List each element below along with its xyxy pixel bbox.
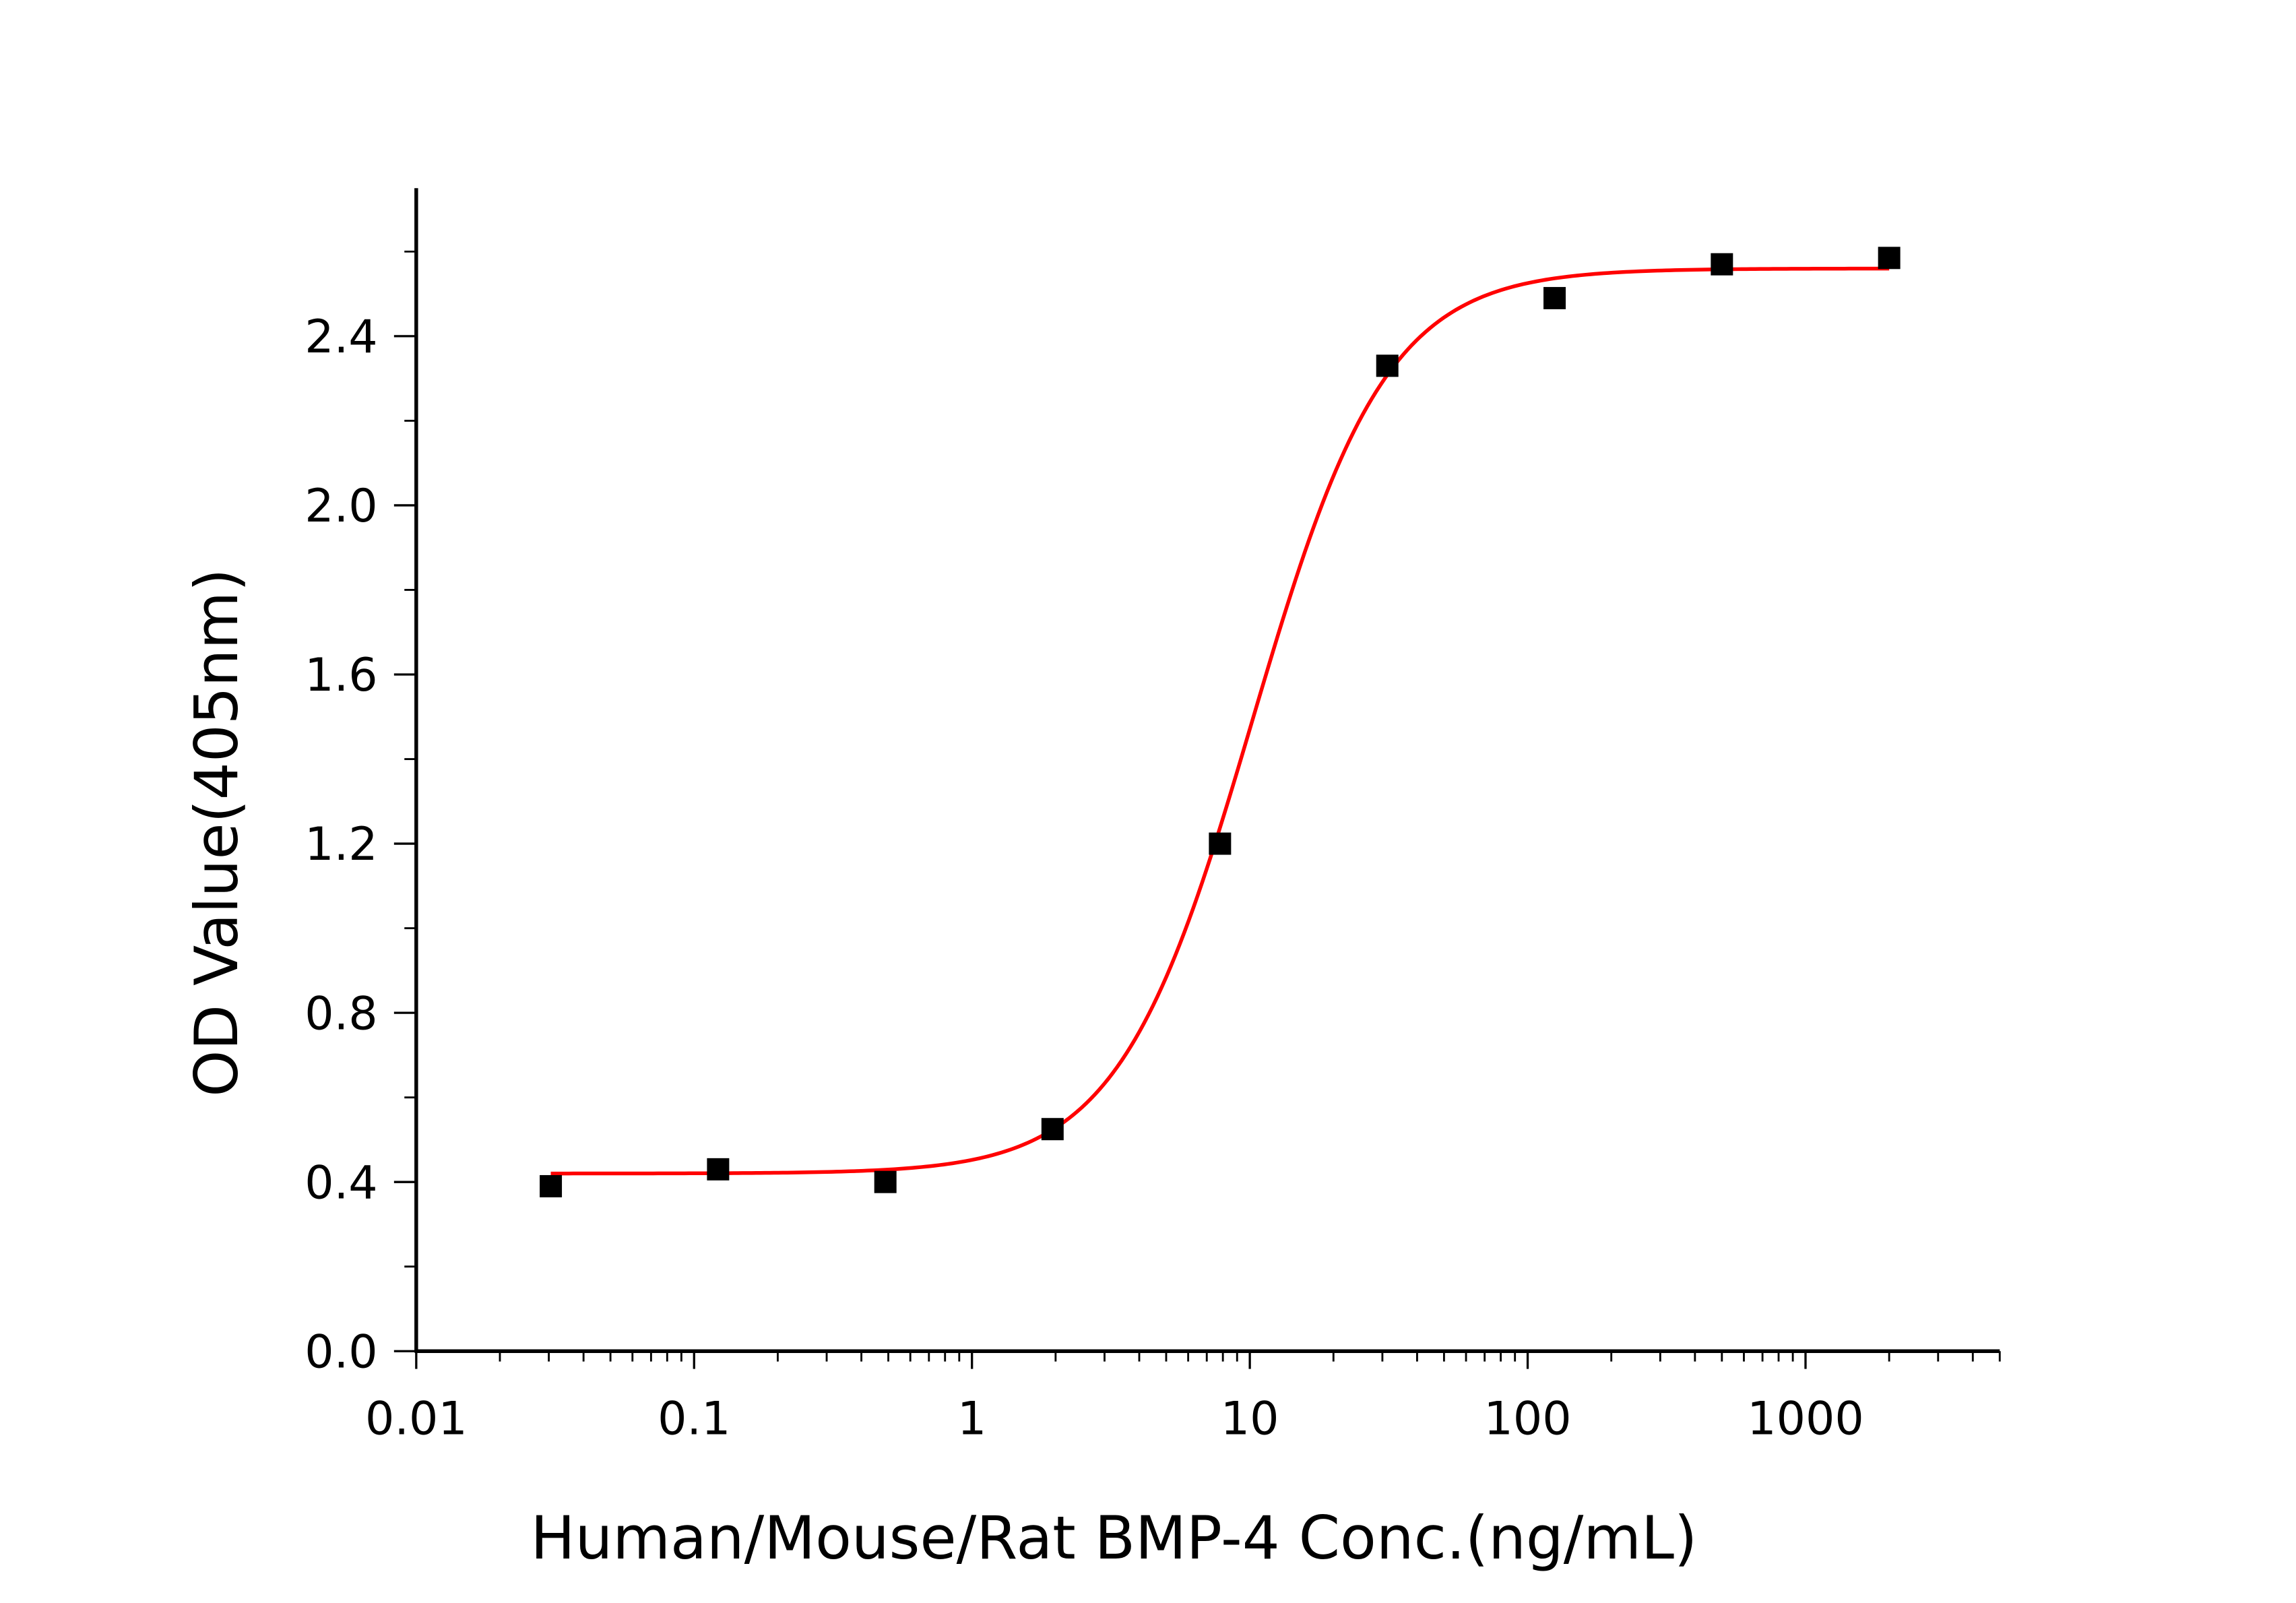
data-point: [707, 1158, 730, 1181]
y-tick-label: 1.6: [305, 649, 377, 702]
y-axis-title: OD Value(405nm): [182, 569, 251, 1097]
x-tick-label: 1000: [1747, 1392, 1863, 1445]
data-point: [1209, 832, 1232, 855]
x-tick-label: 10: [1221, 1392, 1279, 1445]
x-tick-label: 0.01: [365, 1392, 468, 1445]
x-tick-label: 1: [957, 1392, 986, 1445]
x-tick-label: 0.1: [658, 1392, 730, 1445]
data-point: [1878, 247, 1901, 270]
data-point: [1543, 286, 1566, 309]
y-tick-label: 0.0: [305, 1325, 377, 1379]
y-tick-label: 0.4: [305, 1156, 377, 1209]
y-tick-label: 2.0: [305, 480, 377, 533]
data-point: [874, 1170, 897, 1193]
y-tick-label: 1.2: [305, 818, 377, 871]
data-point: [1711, 253, 1733, 276]
fit-curve-layer: [550, 266, 1890, 1176]
fit-curve: [550, 266, 1890, 1176]
axes: 0.01 0.1 1 10 100 1000 0.0 0.4 0.8 1.2 1.6 2.0 2.4: [305, 188, 2001, 1445]
x-axis-title: Human/Mouse/Rat BMP-4 Conc.(ng/mL): [531, 1503, 1698, 1573]
data-point: [540, 1174, 563, 1197]
data-point: [1376, 354, 1399, 377]
y-tick-label: 2.4: [305, 311, 377, 364]
x-tick-label: 100: [1484, 1392, 1572, 1445]
data-point: [1041, 1118, 1064, 1141]
y-tick-label: 0.8: [305, 987, 377, 1040]
data-points-layer: [540, 247, 1901, 1197]
